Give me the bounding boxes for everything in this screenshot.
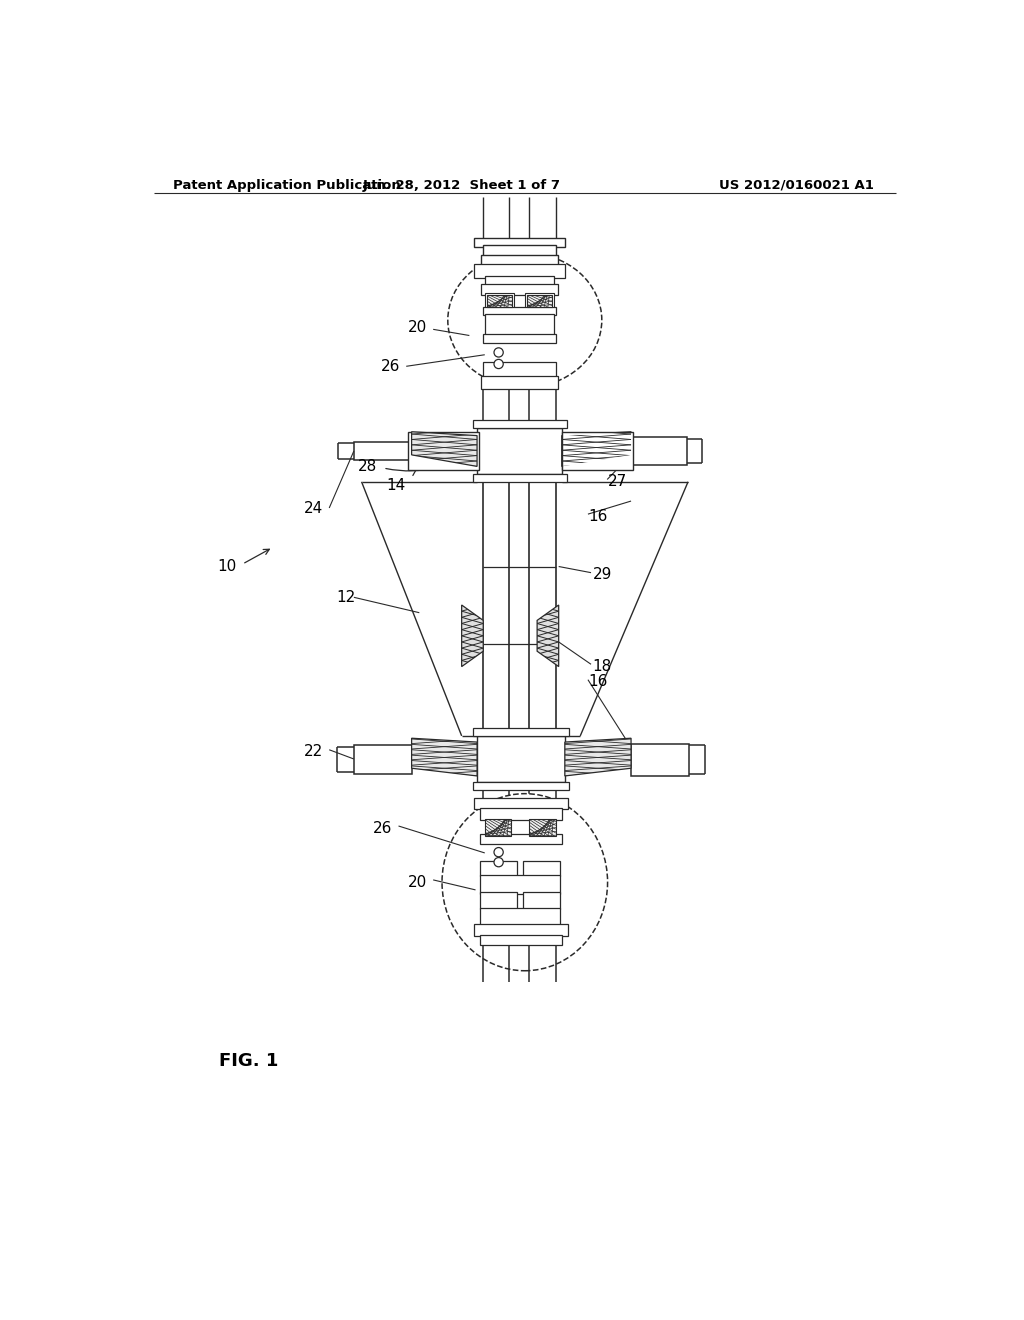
Bar [524, 293, 554, 309]
Bar [477, 428, 562, 474]
Bar [480, 834, 562, 843]
Polygon shape [412, 738, 477, 776]
Text: 16: 16 [589, 675, 608, 689]
Text: 22: 22 [304, 743, 323, 759]
Polygon shape [538, 605, 559, 667]
Bar [481, 284, 558, 294]
Bar [484, 314, 554, 335]
Text: 29: 29 [593, 566, 612, 582]
Bar [483, 308, 556, 315]
Bar [474, 799, 568, 809]
Circle shape [494, 348, 503, 358]
Text: 20: 20 [408, 321, 427, 335]
Polygon shape [562, 432, 631, 466]
Bar [473, 420, 567, 428]
Ellipse shape [447, 252, 602, 388]
Text: FIG. 1: FIG. 1 [219, 1052, 279, 1069]
Bar [631, 743, 689, 776]
Bar [483, 246, 556, 256]
Text: 26: 26 [381, 359, 400, 374]
Bar [523, 861, 560, 876]
Bar [480, 892, 517, 909]
Text: 28: 28 [357, 459, 377, 474]
Bar [527, 294, 552, 308]
Bar [484, 818, 511, 836]
Bar [473, 781, 568, 789]
Bar [474, 924, 568, 936]
Text: 14: 14 [387, 478, 406, 494]
Bar [631, 437, 686, 465]
Bar [480, 908, 560, 924]
Bar [473, 729, 568, 737]
Circle shape [494, 359, 503, 368]
Text: 12: 12 [337, 590, 355, 605]
Bar [487, 294, 512, 308]
Text: 10: 10 [217, 558, 237, 574]
Text: 27: 27 [608, 474, 628, 490]
Bar [354, 744, 412, 775]
Bar [484, 276, 554, 285]
Text: 26: 26 [373, 821, 392, 836]
Bar [480, 808, 562, 820]
Bar [477, 737, 565, 781]
Circle shape [494, 847, 503, 857]
Text: Patent Application Publication: Patent Application Publication [173, 178, 400, 191]
Polygon shape [565, 738, 631, 776]
Text: 24: 24 [304, 502, 323, 516]
Bar [408, 432, 478, 470]
Polygon shape [462, 605, 483, 667]
Bar [474, 238, 565, 247]
Bar [481, 376, 558, 389]
Bar [523, 892, 560, 909]
Bar [562, 432, 633, 470]
Ellipse shape [442, 793, 607, 970]
Bar [483, 363, 556, 378]
Bar [480, 935, 562, 945]
Text: Jun. 28, 2012  Sheet 1 of 7: Jun. 28, 2012 Sheet 1 of 7 [362, 178, 561, 191]
Bar [473, 474, 567, 482]
Bar [481, 255, 558, 264]
Bar [354, 442, 410, 461]
Text: 16: 16 [589, 510, 608, 524]
Text: 20: 20 [408, 875, 427, 890]
Bar [474, 264, 565, 277]
Bar [483, 334, 556, 343]
Bar [480, 861, 517, 876]
Bar [484, 293, 514, 309]
Text: 18: 18 [593, 659, 611, 675]
Polygon shape [412, 432, 477, 466]
Text: US 2012/0160021 A1: US 2012/0160021 A1 [719, 178, 873, 191]
Circle shape [494, 858, 503, 867]
Bar [480, 875, 560, 894]
Bar [529, 818, 556, 836]
